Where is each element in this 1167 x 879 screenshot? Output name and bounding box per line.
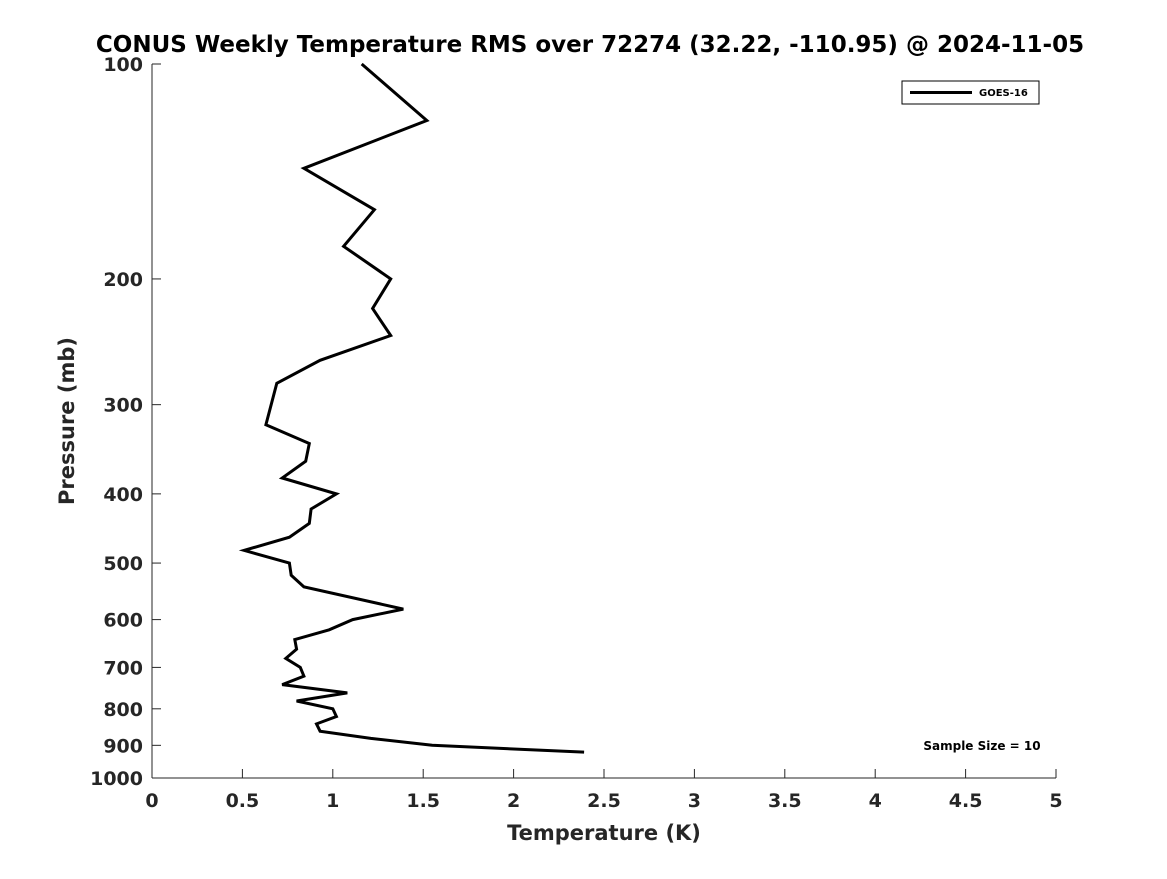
y-tick-label: 500 — [103, 553, 143, 575]
series-line-goes-16 — [238, 62, 585, 754]
y-tick-label: 600 — [103, 610, 143, 632]
x-tick-label: 0 — [145, 790, 158, 812]
x-tick-label: 2 — [507, 790, 520, 812]
y-axis-label: Pressure (mb) — [55, 337, 79, 505]
y-tick-label: 400 — [103, 484, 143, 506]
x-tick-label: 4 — [869, 790, 882, 812]
x-tick-label: 4.5 — [949, 790, 983, 812]
x-tick-label: 1.5 — [406, 790, 440, 812]
x-tick-label: 3.5 — [768, 790, 802, 812]
x-axis-label: Temperature (K) — [507, 821, 701, 845]
y-tick-label: 200 — [103, 269, 143, 291]
x-tick-label: 1 — [326, 790, 339, 812]
x-tick-label: 3 — [688, 790, 701, 812]
y-tick-label: 700 — [103, 657, 143, 679]
y-tick-label: 900 — [103, 735, 143, 757]
y-tick-label: 100 — [103, 54, 143, 76]
series-layer — [238, 62, 585, 754]
sample-size-annotation: Sample Size = 10 — [923, 739, 1040, 753]
y-tick-label: 300 — [103, 395, 143, 417]
y-tick-label: 800 — [103, 699, 143, 721]
x-tick-label: 5 — [1049, 790, 1062, 812]
axes: 0 0.5 1 1.5 2 2.5 3 3.5 4 4.5 5 100 200 300 400 500 600 7… — [90, 54, 1063, 812]
x-tick-label: 2.5 — [587, 790, 621, 812]
legend-label-goes-16: GOES-16 — [979, 88, 1028, 99]
x-tick-label: 0.5 — [226, 790, 260, 812]
y-tick-label: 1000 — [90, 768, 143, 790]
chart-title: CONUS Weekly Temperature RMS over 72274 … — [96, 32, 1084, 58]
legend: GOES-16 — [901, 80, 1040, 105]
